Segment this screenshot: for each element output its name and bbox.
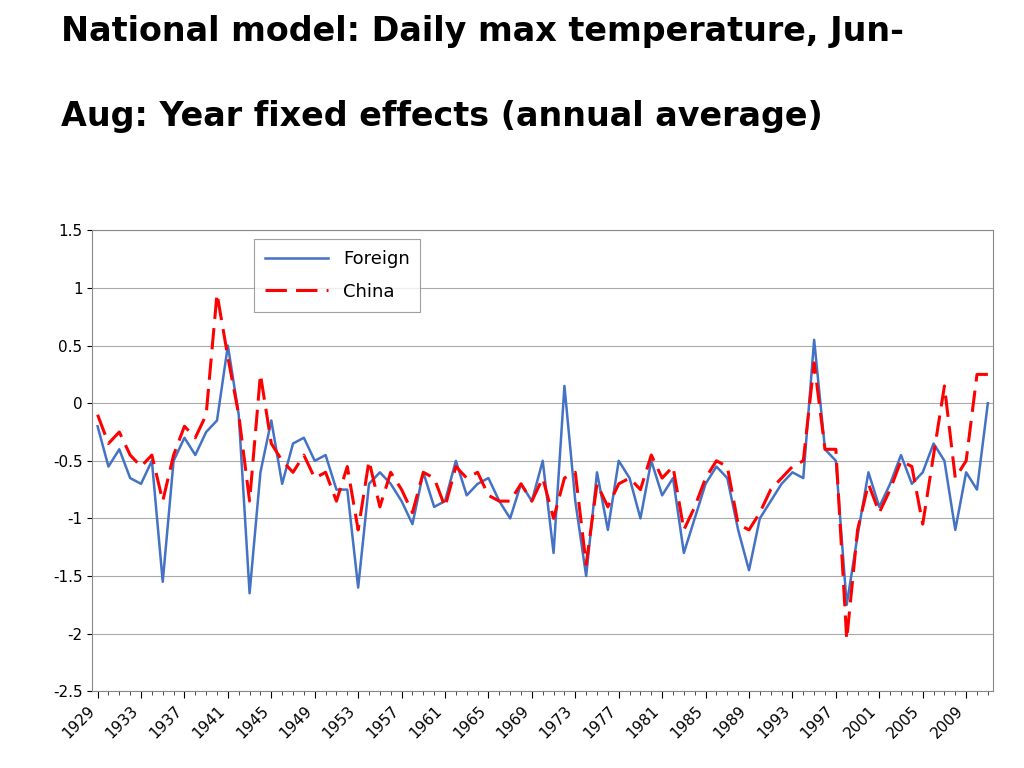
Line: China: China	[97, 294, 988, 639]
Foreign	[91, 422, 103, 431]
China	[634, 485, 646, 495]
China	[742, 525, 755, 535]
Foreign	[841, 601, 853, 610]
Foreign	[222, 341, 234, 350]
Foreign	[808, 336, 820, 345]
Foreign	[786, 468, 799, 477]
Foreign	[276, 479, 289, 488]
China	[145, 450, 158, 459]
China	[841, 634, 853, 644]
China	[982, 370, 994, 379]
China	[232, 410, 245, 419]
Foreign	[732, 525, 744, 535]
Foreign	[145, 456, 158, 465]
Text: National model: Daily max temperature, Jun-: National model: Daily max temperature, J…	[61, 15, 904, 48]
Foreign	[982, 399, 994, 408]
China	[91, 410, 103, 419]
Foreign	[624, 473, 636, 483]
Line: Foreign: Foreign	[97, 340, 988, 605]
China	[287, 468, 299, 477]
Text: Aug: Year fixed effects (annual average): Aug: Year fixed effects (annual average)	[61, 100, 823, 133]
China	[211, 290, 223, 299]
Legend: Foreign, China: Foreign, China	[254, 240, 421, 312]
China	[797, 456, 809, 465]
